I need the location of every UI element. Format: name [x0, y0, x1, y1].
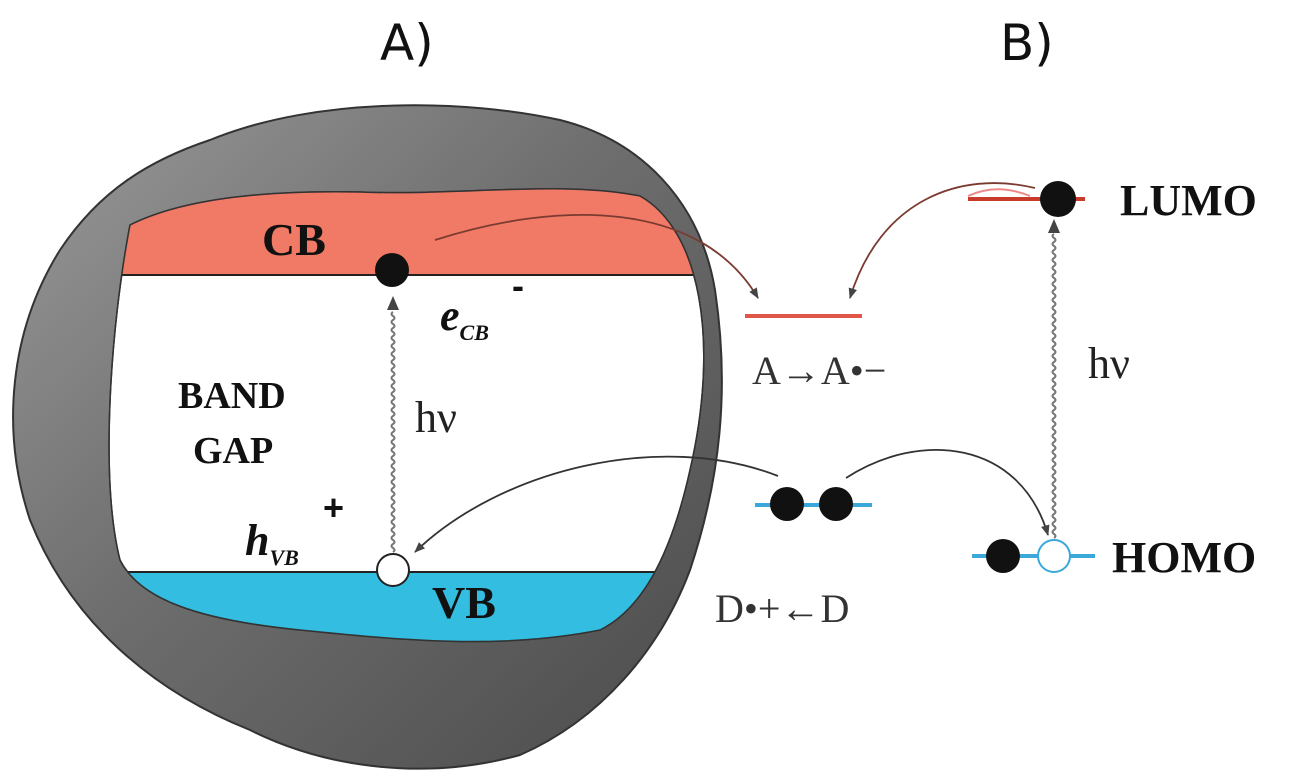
electron-carrier-label: eCB	[440, 291, 489, 345]
vb-label: VB	[432, 577, 496, 628]
donor-label: D•+←D	[715, 586, 849, 631]
hole-charge: +	[323, 487, 344, 528]
acceptor-level: A→A•−	[745, 314, 886, 393]
conduction-band	[109, 188, 704, 275]
hole-carrier-label: hVB	[245, 516, 299, 570]
cb-electron	[375, 253, 409, 287]
photon-label-a: hν	[415, 393, 457, 442]
donor-electron-2	[819, 487, 853, 521]
photon-label-b: hν	[1088, 339, 1130, 388]
panel-b-label: B)	[1000, 14, 1054, 72]
arrow-lumo-to-acceptor	[848, 182, 1036, 300]
excitation-wave-a	[390, 311, 396, 553]
semiconductor-particle: CB VB BAND GAP hν eCB - hVB +	[12, 104, 723, 770]
lumo-label: LUMO	[1120, 176, 1257, 225]
arrow-donor-to-homo-hole	[845, 449, 1050, 537]
lumo-electron	[1040, 181, 1076, 217]
electron-charge: -	[512, 265, 524, 306]
donor-level: D•+←D	[715, 487, 872, 631]
arrow-donor-to-vb-hole	[414, 455, 779, 553]
excitation-arrowhead-a	[387, 296, 399, 310]
homo-label: HOMO	[1112, 533, 1256, 582]
band-gap-line1: BAND	[178, 375, 286, 417]
homo-electron	[986, 539, 1020, 573]
arrow-cb-to-acceptor	[434, 214, 759, 299]
excitation-wave-b	[1051, 233, 1057, 539]
transfer-arrows	[414, 182, 1050, 553]
vb-hole	[376, 553, 410, 587]
panel-a-label: A)	[380, 14, 434, 72]
homo-hole	[1037, 539, 1071, 573]
molecular-photosensitizer: LUMO HOMO hν	[967, 176, 1257, 582]
lumo-highlight	[967, 188, 1031, 197]
acceptor-label: A→A•−	[752, 348, 886, 393]
band-gap-line2: GAP	[193, 430, 273, 472]
cb-label: CB	[262, 214, 326, 265]
donor-electron-1	[770, 487, 804, 521]
excitation-arrowhead-b	[1048, 219, 1060, 233]
